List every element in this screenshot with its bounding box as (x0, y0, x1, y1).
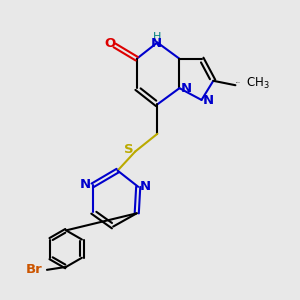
Text: S: S (124, 143, 133, 156)
Text: N: N (140, 180, 151, 193)
Text: CH$_3$: CH$_3$ (246, 76, 269, 91)
Text: Br: Br (26, 263, 43, 276)
Text: N: N (151, 37, 162, 50)
Text: H: H (153, 32, 161, 42)
Text: O: O (105, 38, 116, 50)
Text: methyl: methyl (236, 82, 241, 83)
Text: N: N (180, 82, 191, 95)
Text: N: N (80, 178, 91, 191)
Text: N: N (202, 94, 214, 107)
